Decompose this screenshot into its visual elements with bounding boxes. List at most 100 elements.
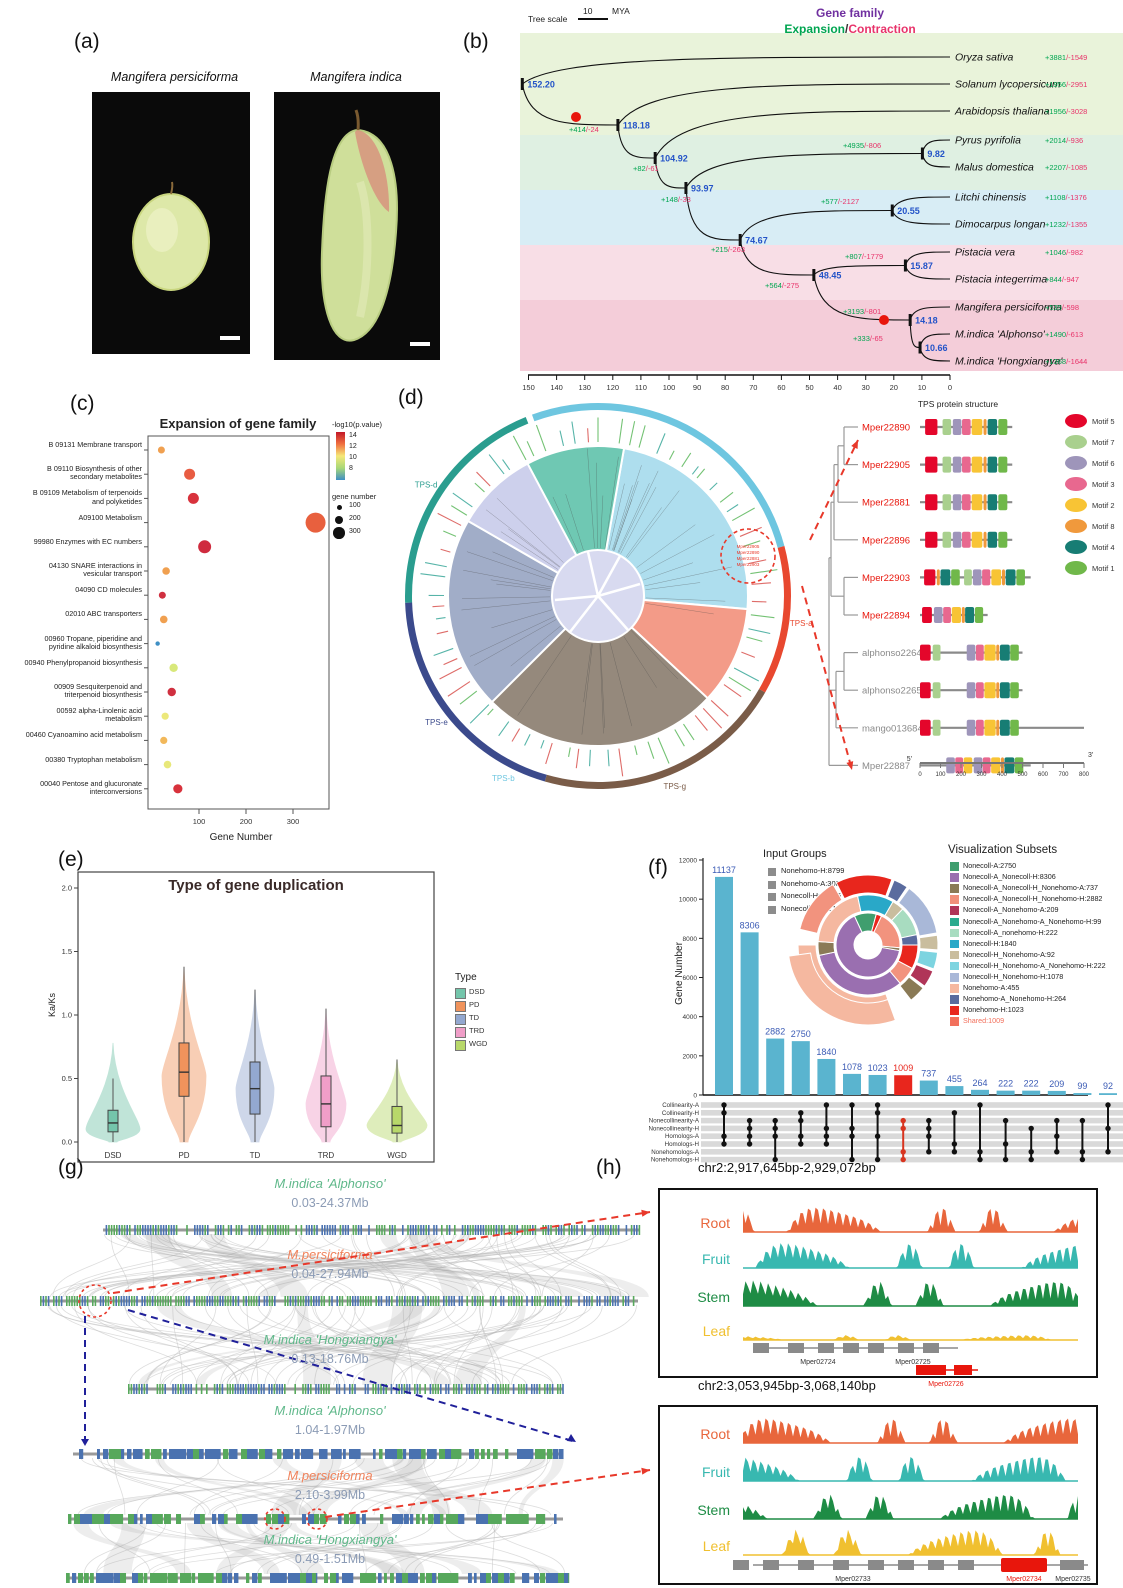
f-subset-label: Nonecoll-A_Nonehomo-A:209 xyxy=(963,905,1059,915)
gene-tick xyxy=(133,1296,136,1306)
synteny-line xyxy=(60,1304,498,1386)
label: 500 xyxy=(1017,772,1028,778)
synteny-line xyxy=(471,1304,603,1386)
gene-tick xyxy=(422,1296,424,1306)
synteny-line xyxy=(266,1522,403,1575)
e-violin-svg: Type of gene duplication 0.0 0.5 1.0 1.5 2.0 D… xyxy=(62,871,435,1163)
gene-tick xyxy=(300,1225,303,1235)
gene-tick xyxy=(508,1296,510,1306)
gene-tick xyxy=(294,1296,297,1306)
species-counts: +1108/-1376 xyxy=(1045,193,1087,202)
dot xyxy=(161,712,169,720)
c-category: 00940 Phenylpropanoid biosynthesis xyxy=(24,657,142,667)
f-subset-label: Nonehomo-A_Nonehomo-H:264 xyxy=(963,994,1067,1004)
gene-tick xyxy=(331,1449,342,1459)
tree-scale-unit: MYA xyxy=(612,6,630,16)
g-range: 0.04-27.94Mb xyxy=(291,1267,369,1281)
gene-tick xyxy=(559,1449,564,1459)
panel-label-a: (a) xyxy=(74,30,100,53)
e-legend-label: TD xyxy=(469,1013,479,1022)
gene-tick xyxy=(177,1384,179,1394)
synteny-line xyxy=(387,1522,501,1575)
upset-bar xyxy=(740,932,759,1095)
mango-blush xyxy=(355,130,390,212)
gene-name-mark xyxy=(739,526,762,537)
gene-tick xyxy=(435,1296,437,1306)
synteny-line xyxy=(87,1304,338,1386)
gene-tick xyxy=(74,1514,84,1524)
gene-tick xyxy=(426,1573,437,1583)
dendrogram-line xyxy=(474,619,557,666)
gene-tick xyxy=(187,1449,195,1459)
c-size-label: 100 xyxy=(349,502,361,509)
gene-tick xyxy=(183,1296,185,1306)
gene-tick xyxy=(213,1384,216,1394)
gene-tick xyxy=(162,1573,168,1583)
gene-tick xyxy=(542,1514,546,1524)
gene-tick xyxy=(531,1384,533,1394)
arrowhead xyxy=(81,1439,89,1446)
upset-bar xyxy=(1073,1093,1092,1095)
upset-bar xyxy=(817,1058,836,1095)
gene-tick xyxy=(169,1449,178,1459)
gene-tick xyxy=(434,1514,441,1524)
highlight-circle xyxy=(264,1508,286,1530)
gene-tick xyxy=(310,1384,312,1394)
gene-tick xyxy=(294,1573,302,1583)
gene-tick xyxy=(175,1296,177,1306)
f-subset-label: Nonecoll-A_Nonecoll-H_Nonehomo-A:737 xyxy=(963,883,1099,893)
synteny-line xyxy=(314,1304,356,1386)
branch-event: +807/-1779 xyxy=(845,252,883,261)
gene-tick xyxy=(182,1384,185,1394)
species-counts: +1490/-613 xyxy=(1045,330,1083,339)
gene-exon xyxy=(753,1343,769,1353)
gene-tick xyxy=(495,1225,498,1235)
motif-1 xyxy=(998,419,1008,435)
gene-tick xyxy=(86,1296,89,1306)
c-plot-svg: 100 200 300 xyxy=(144,435,330,826)
gene-tick xyxy=(432,1384,434,1394)
branch xyxy=(654,110,951,159)
gene-tick xyxy=(105,1296,107,1306)
label: 100 xyxy=(663,383,676,392)
f-subset-swatch xyxy=(950,895,959,904)
gene-tick xyxy=(617,1225,620,1235)
gene-tick xyxy=(466,1384,468,1394)
motif-3 xyxy=(982,569,991,586)
f-subset-label: Nonecoll-A_nonehomo-H:222 xyxy=(963,927,1058,937)
motif-8 xyxy=(996,719,1000,736)
motif-7 xyxy=(942,419,952,435)
gene-name-mark xyxy=(443,658,458,666)
label: Mper02733 xyxy=(835,1576,871,1583)
gene-exon xyxy=(843,1343,859,1353)
node-tick xyxy=(738,234,742,246)
f-input-label: Nonehomo-A:3087 xyxy=(781,878,844,888)
synteny-line xyxy=(98,1522,151,1575)
synteny-line xyxy=(295,1304,554,1386)
gene-tick xyxy=(195,1384,198,1394)
matrix-dot xyxy=(1105,1102,1111,1108)
gene-exon-red xyxy=(1001,1558,1047,1572)
matrix-dot xyxy=(772,1125,778,1132)
gene-tick xyxy=(235,1296,237,1306)
matrix-dot xyxy=(874,1156,881,1163)
f-subset-label: Nonehomo-H:1023 xyxy=(963,1005,1024,1015)
gene-tick xyxy=(134,1225,136,1235)
gene-tick xyxy=(564,1573,569,1583)
f-subset-label: Nonecoll-H:1840 xyxy=(963,938,1017,948)
label: Motif 8 xyxy=(1092,522,1115,531)
gene-tick xyxy=(284,1384,286,1394)
c-category: B 09131 Membrane transport xyxy=(48,440,143,449)
gene-tick xyxy=(181,1449,187,1459)
motif-6 xyxy=(952,494,962,511)
motif-2 xyxy=(984,719,996,736)
gene-tick xyxy=(247,1449,258,1459)
photo-panel xyxy=(92,92,440,360)
gene-tick xyxy=(388,1296,390,1306)
synteny-line xyxy=(147,1522,356,1575)
motif-1 xyxy=(1010,682,1019,699)
gene-tick xyxy=(533,1384,536,1394)
label: 222 xyxy=(1024,1079,1039,1089)
gene-tick xyxy=(385,1384,387,1394)
gene-name-mark xyxy=(432,605,445,608)
